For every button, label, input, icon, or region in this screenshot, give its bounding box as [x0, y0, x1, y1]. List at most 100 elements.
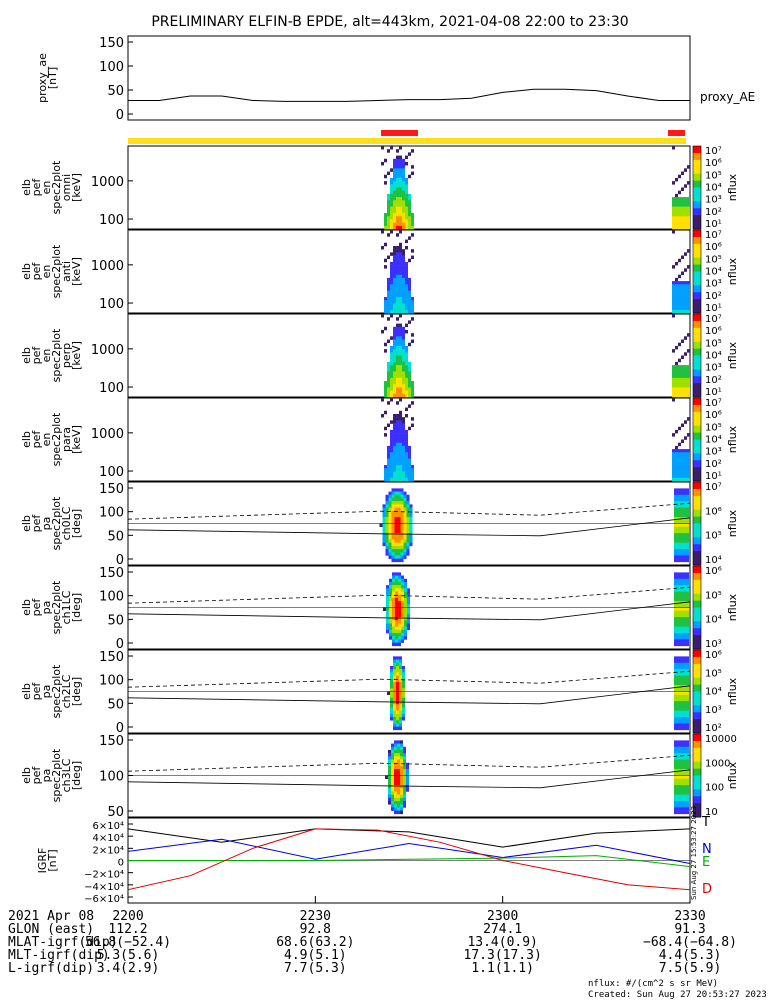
spectrogram-cell [399, 433, 402, 437]
y-axis-label: IGRF [36, 848, 49, 874]
spectrogram-cell [393, 261, 396, 266]
spectrogram-cell [677, 520, 680, 524]
spectrogram-cell [387, 225, 390, 230]
spectrogram-cell [408, 426, 411, 431]
spectrogram-cell [683, 629, 686, 634]
spectrogram-cell [683, 669, 686, 673]
spectrogram-cell [686, 620, 689, 624]
spectrogram-cell [674, 591, 677, 596]
spectrogram-cell [389, 610, 392, 615]
spectrogram-cell [402, 675, 405, 680]
spectrogram-cell [391, 533, 395, 537]
y-axis-label: perp [60, 343, 73, 368]
spectrogram-cell [677, 513, 680, 518]
spectrogram-cell [408, 452, 411, 456]
spectrogram-cell [399, 471, 402, 475]
colorbar-cell [693, 607, 701, 615]
spectrogram-cell [684, 284, 687, 288]
spectrogram-cell [400, 797, 403, 802]
spectrogram-cell [402, 468, 405, 472]
spectrogram-cell [406, 539, 410, 543]
spectrogram-cell [686, 704, 689, 708]
spectrogram-cell [409, 510, 413, 515]
spectrogram-cell [392, 601, 395, 605]
spectrogram-cell [405, 187, 408, 191]
spectrogram-cell [399, 306, 402, 311]
spectrogram-cell [402, 681, 405, 686]
spectrogram-cell [680, 613, 683, 618]
spectrogram-cell [687, 377, 690, 382]
spectrogram-cell [396, 477, 399, 482]
spectrogram-cell [396, 707, 399, 711]
spectrogram-cell [394, 756, 397, 760]
spectrogram-cell [390, 455, 393, 459]
spectrogram-cell [405, 371, 408, 375]
spectrogram-cell [393, 165, 396, 169]
spectrogram-cell [680, 704, 683, 708]
spectrogram-cell [389, 613, 392, 618]
spectrogram-cell [674, 542, 677, 547]
spectrogram-cell [394, 558, 398, 563]
spectrogram-cell [678, 468, 681, 472]
spectrogram-cell [683, 794, 686, 799]
spectrogram-cell [680, 588, 683, 592]
spectrogram-cell [405, 181, 408, 185]
spectrogram-cell [677, 775, 680, 779]
spectrogram-cell [396, 158, 399, 163]
spectrogram-cell [686, 636, 689, 640]
spectrogram-cell [393, 268, 396, 272]
spectrogram-cell [687, 197, 690, 201]
spectrogram-cell [384, 222, 387, 227]
spectrogram-cell [393, 442, 396, 447]
spectrogram-cell [393, 222, 396, 227]
spectrogram-cell [406, 545, 410, 550]
spectrogram-cell [404, 604, 407, 608]
spectrogram-cell [391, 513, 395, 518]
spectrogram-cell [674, 513, 677, 518]
spectrogram-cell [393, 429, 396, 434]
spectrogram-cell [399, 342, 402, 347]
spectrogram-cell [386, 604, 389, 608]
spectrogram-cell [399, 339, 402, 344]
spectrogram-cell [687, 297, 690, 301]
spectrogram-cell [396, 417, 399, 421]
spectrogram-cell [672, 471, 675, 475]
spectrogram-cell [684, 209, 687, 214]
spectrogram-cell [405, 387, 408, 391]
spectrogram-cell [388, 791, 391, 795]
spectrogram-cell [407, 607, 410, 611]
spectrogram-cell [409, 529, 413, 534]
spectrogram-cell [392, 575, 395, 580]
spectrogram-cell [388, 775, 391, 779]
spectrogram-cell [393, 675, 396, 680]
colorbar-cell [693, 566, 701, 574]
spectrogram-cell [411, 255, 414, 260]
spectrogram-cell [384, 297, 387, 301]
y-tick-label: −6×10⁴ [84, 894, 124, 905]
spectrogram-cell [686, 549, 689, 553]
spectrogram-cell [399, 193, 402, 198]
spectrogram-cell [678, 306, 681, 311]
spectrogram-cell [672, 281, 675, 285]
colorbar-tick-label: 10⁷ [705, 146, 722, 157]
spectrogram-cell [684, 449, 687, 453]
spectrogram-cell [680, 665, 683, 670]
colorbar-cell [693, 705, 701, 713]
spectrogram-cell [681, 290, 684, 295]
spectrogram-cell [399, 720, 402, 724]
spectrogram-cell [393, 659, 396, 664]
spectrogram-cell [678, 455, 681, 459]
spectrogram-cell [402, 701, 405, 705]
spectrogram-cell [399, 398, 402, 402]
spectrogram-cell [399, 368, 402, 372]
colorbar-frame [692, 397, 702, 482]
spectrogram-cell [401, 575, 404, 580]
spectrogram-cell [382, 523, 386, 527]
spectrogram-cell [677, 694, 680, 699]
spectrogram-cell [403, 510, 407, 515]
spectrogram-cell [394, 488, 398, 492]
spectrogram-cell [411, 306, 414, 311]
colorbar-cell [693, 663, 701, 672]
spectrogram-cell [687, 333, 690, 337]
spectrogram-cell [680, 572, 683, 576]
